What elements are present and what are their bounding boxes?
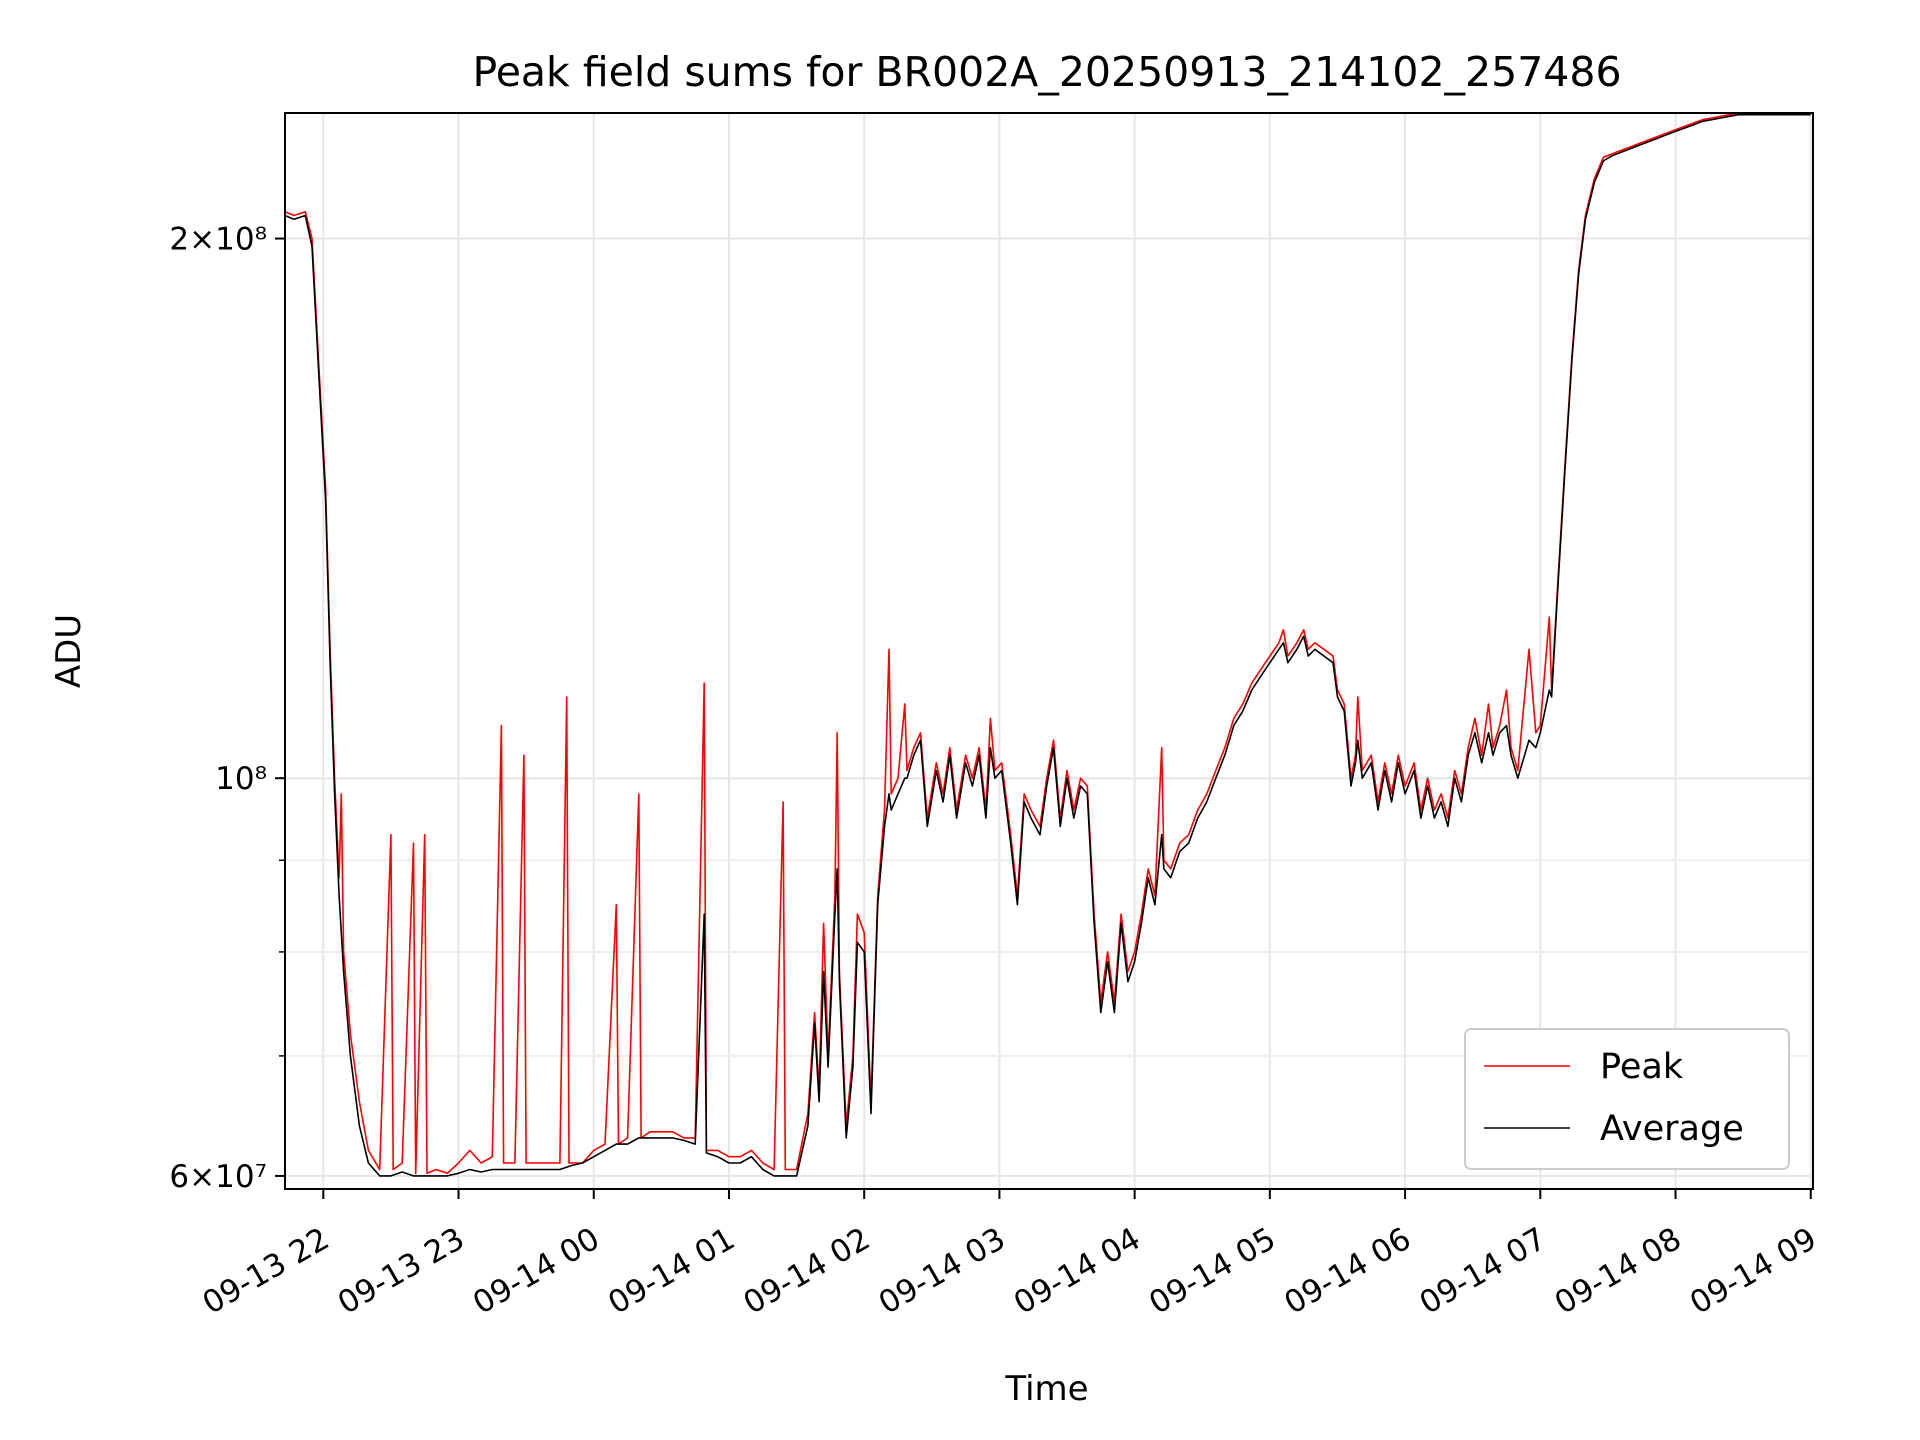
legend: Peak Average	[1464, 1028, 1790, 1170]
y-axis: 6×10⁷ 10⁸ 2×10⁸	[169, 222, 285, 1195]
y-tick-label: 6×10⁷	[169, 1159, 267, 1195]
grid	[285, 113, 1813, 1189]
y-axis-label: ADU	[49, 614, 89, 688]
legend-box	[1464, 1028, 1790, 1170]
series-line-peak	[284, 112, 1811, 1175]
y-tick-label: 2×10⁸	[169, 222, 267, 258]
plot-frame	[284, 112, 1814, 1190]
series-line-average	[284, 113, 1811, 1177]
x-axis-label: Time	[1004, 1369, 1088, 1409]
chart-title: Peak field sums for BR002A_20250913_2141…	[472, 48, 1621, 96]
legend-label-average: Average	[1600, 1109, 1744, 1149]
legend-label-peak: Peak	[1600, 1047, 1684, 1087]
y-tick-label: 10⁸	[215, 761, 267, 797]
series-layer	[284, 112, 1811, 1177]
